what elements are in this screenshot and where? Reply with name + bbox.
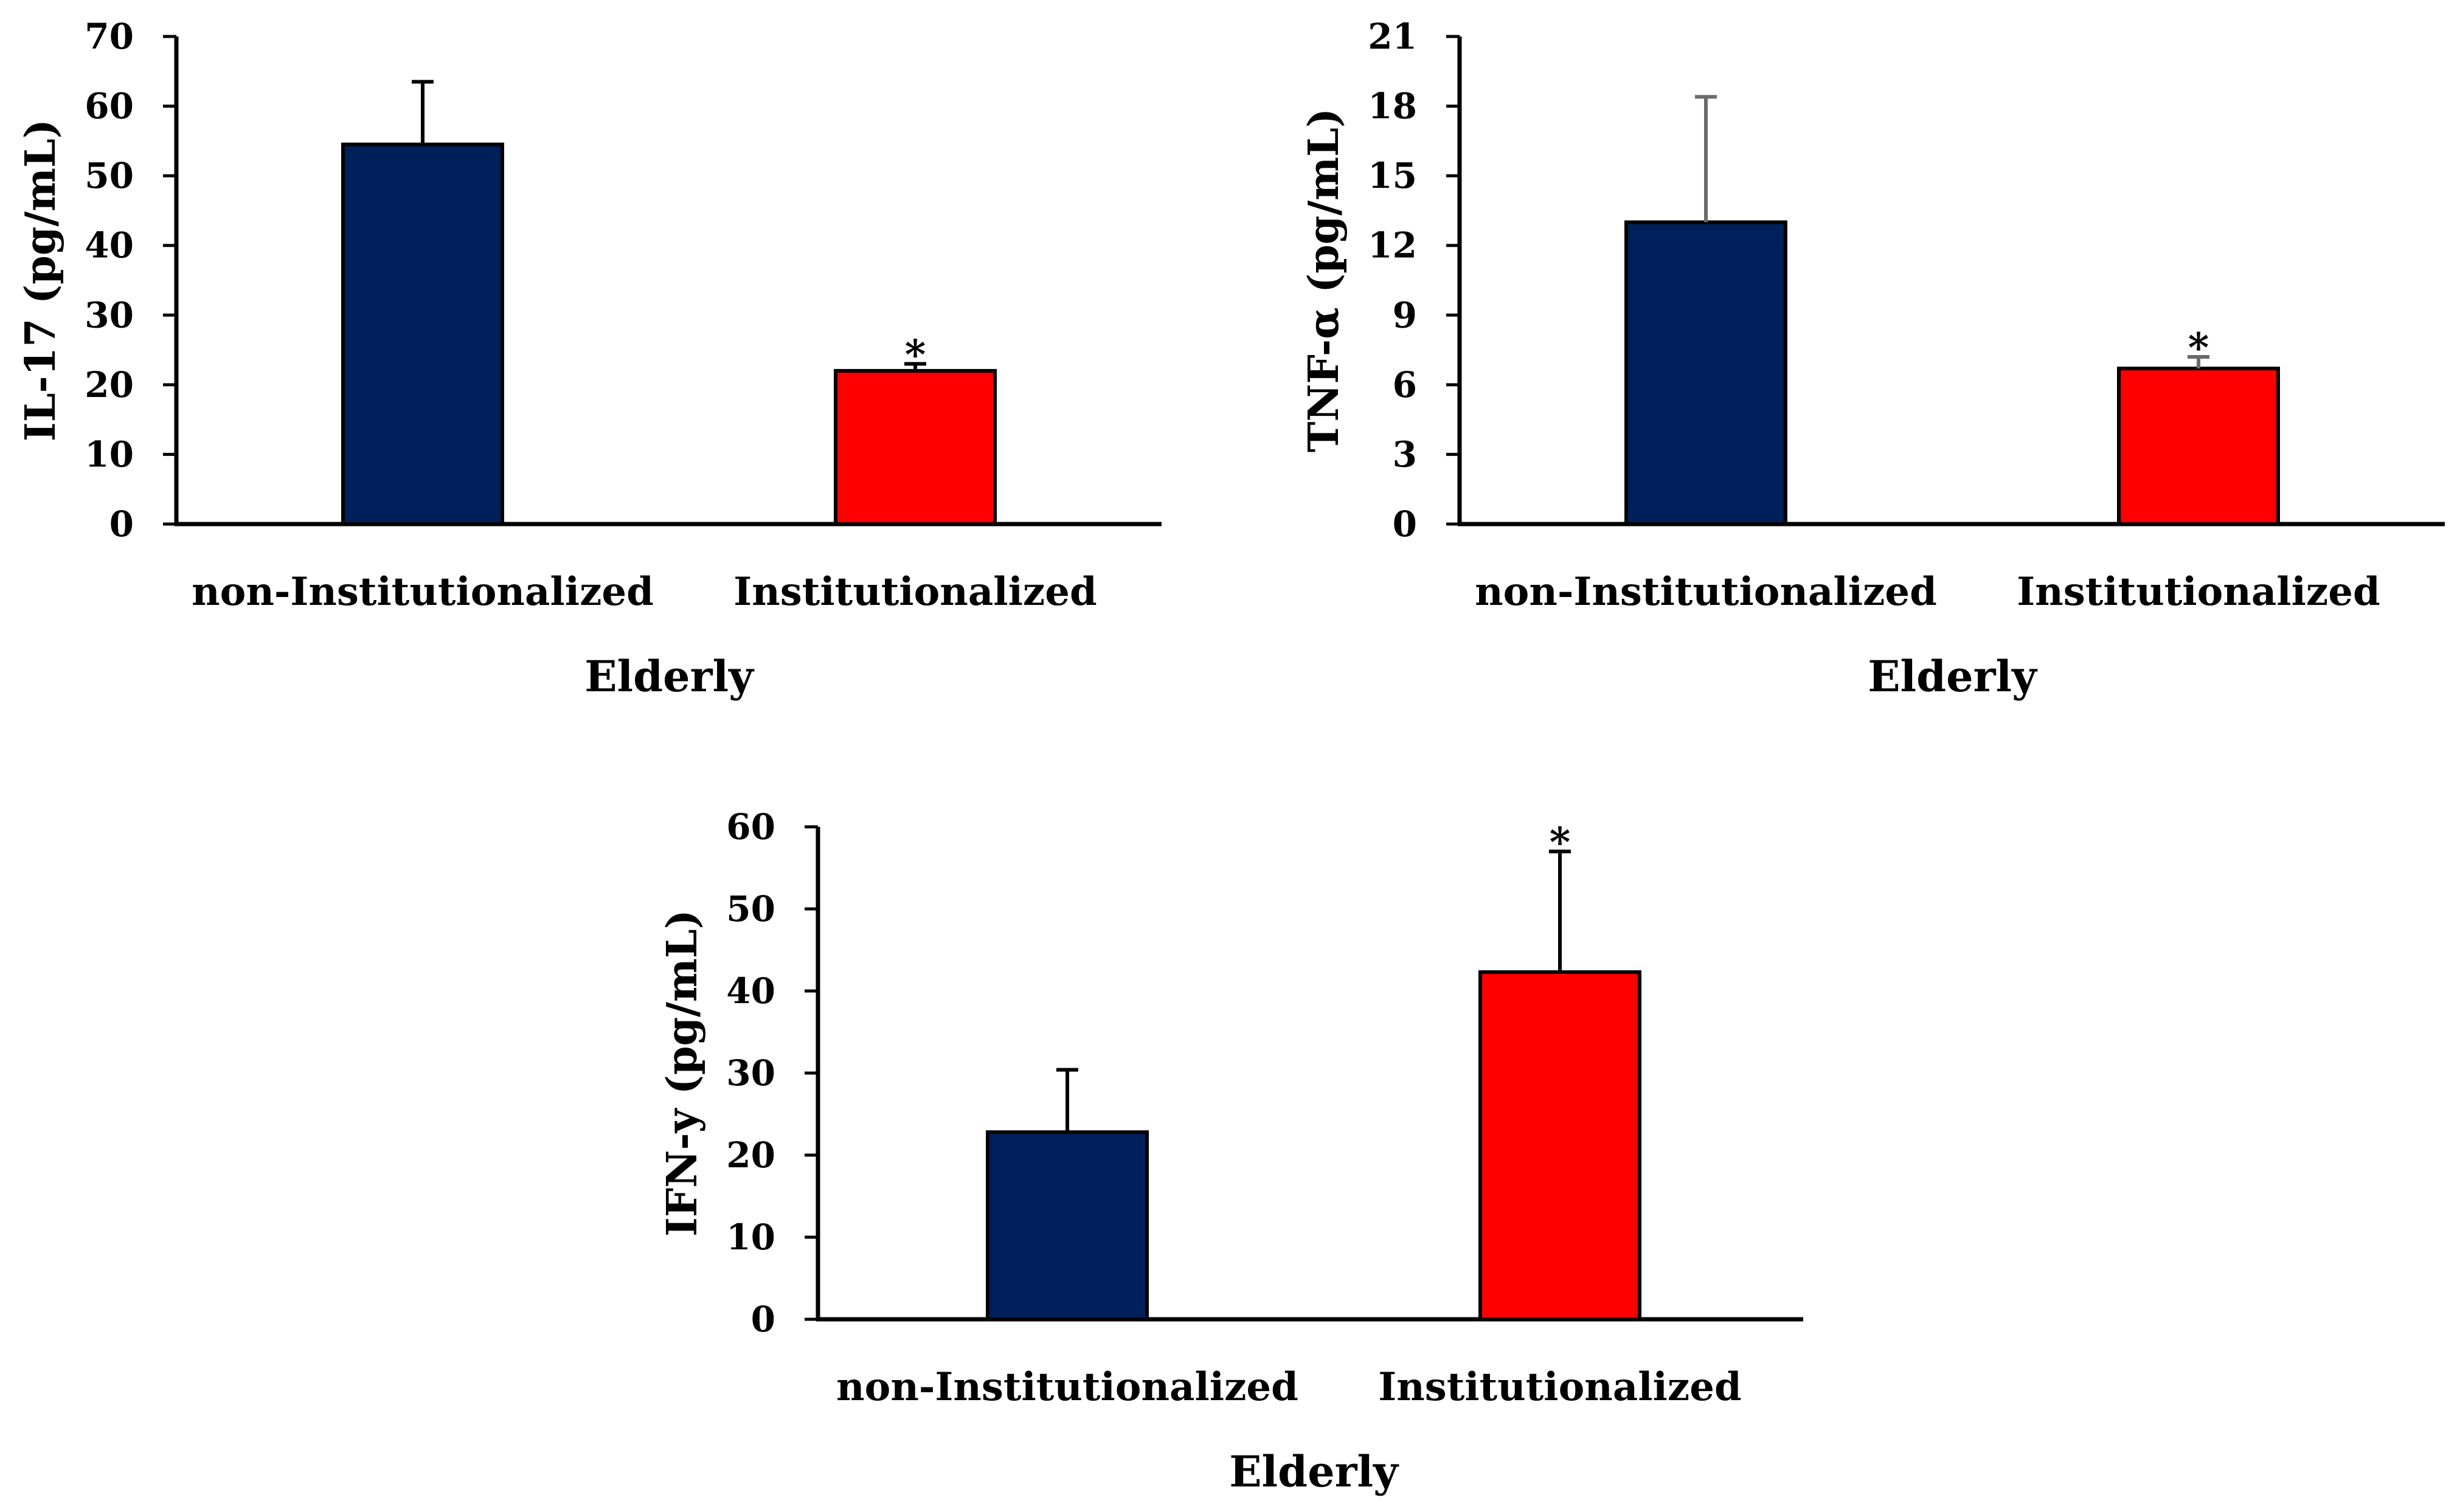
y-axis-title: TNF-α (pg/mL) [1300,108,1348,452]
x-axis-title: Elderly [1868,651,2038,702]
chart-panel-2: 0 3 6 9 12 15 18 21 non-Institutionalized * Instit… [1300,16,2445,702]
y-tick-label: 70 [85,16,134,57]
y-tick-label: 20 [85,364,134,406]
x-axis-title: Elderly [1229,1446,1399,1497]
x-category-label: Institutionalized [1378,1364,1741,1410]
y-axis-title: IFN-y (pg/mL) [658,910,707,1237]
bar-non-institutionalized [1624,220,1787,526]
significance-marker: * [1550,819,1571,866]
y-tick-label: 9 [1393,294,1417,336]
y-tick-label: 10 [85,433,134,475]
y-tick-label: 0 [109,503,134,545]
y-tick-label: 18 [1368,86,1417,127]
x-axis-title: Elderly [584,651,755,702]
y-tick-label: 21 [1368,16,1417,57]
y-tick-label: 30 [726,1052,775,1094]
x-category-label: Institutionalized [2017,569,2380,615]
y-tick-label: 60 [726,806,775,847]
y-tick-label: 50 [726,888,775,930]
y-tick-label: 40 [726,970,775,1012]
y-tick-label: 0 [1393,503,1417,545]
significance-marker: * [2188,324,2209,371]
bar-institutionalized [834,368,997,526]
chart-panel-1: 0 10 20 30 40 50 60 70 non-Institutionalized * Ins… [16,16,1162,702]
y-tick-label: 40 [85,225,134,266]
y-tick-label: 15 [1368,155,1417,196]
y-tick-label: 6 [1393,364,1417,406]
y-tick-label: 0 [751,1299,775,1340]
y-tick-label: 20 [726,1134,775,1176]
x-category-label: non-Institutionalized [836,1364,1298,1410]
y-axis-title: IL-17 (pg/mL) [16,119,65,441]
y-tick-label: 10 [726,1217,775,1258]
y-tick-label: 30 [85,294,134,336]
y-tick-label: 12 [1368,225,1417,266]
bar-institutionalized [2117,367,2280,526]
bar-institutionalized [1478,970,1641,1321]
significance-marker: * [905,331,926,378]
x-category-label: non-Institutionalized [1475,569,1937,615]
y-tick-label: 3 [1393,433,1417,475]
chart-panel-3: 0 10 20 30 40 50 60 non-Institutionalized * Insti… [658,806,1803,1497]
y-tick-label: 50 [85,155,134,196]
y-tick-label: 60 [85,86,134,127]
bar-non-institutionalized [986,1130,1149,1321]
x-category-label: Institutionalized [733,569,1097,615]
bar-non-institutionalized [341,142,504,526]
x-category-label: non-Institutionalized [192,569,654,615]
